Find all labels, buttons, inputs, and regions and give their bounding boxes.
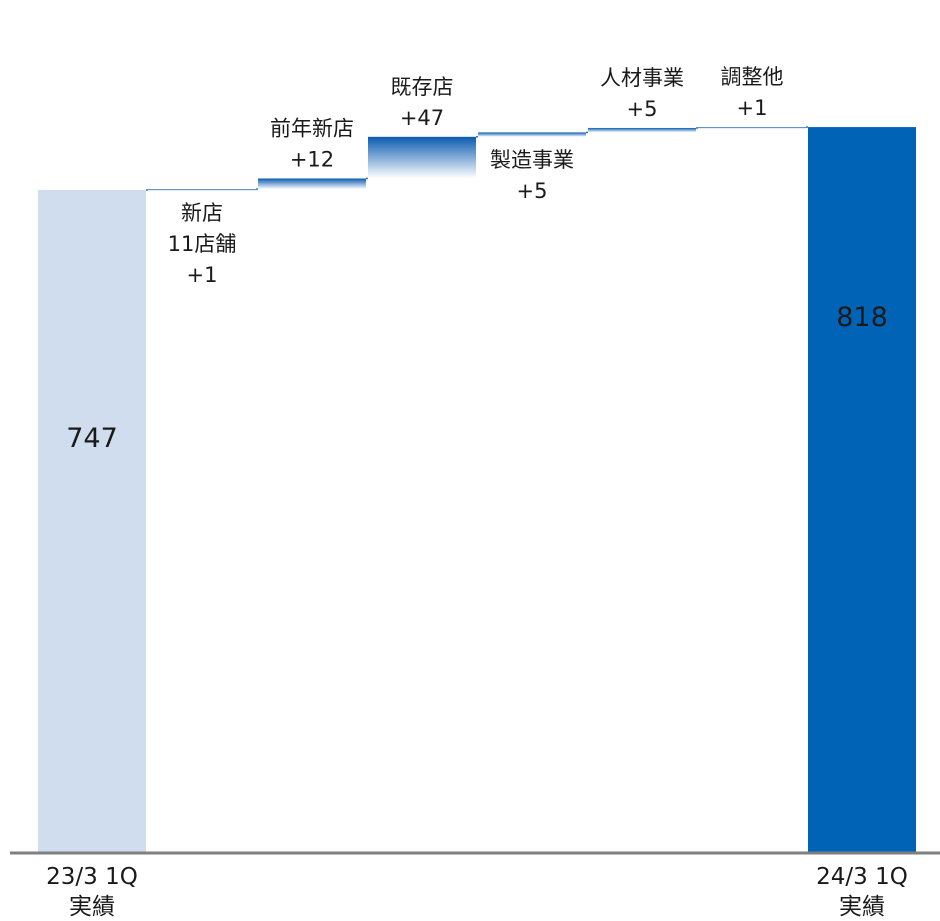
delta-label-5-0: 人材事業 [600, 66, 684, 90]
labels-layer: 747 新店 11店舗 +1 前年新店 +12 既存店 +47 製造事業 +5 人材事業 +5 調整他 +… [66, 65, 888, 454]
end-value-label: 818 [836, 302, 888, 333]
delta-bar-4 [478, 132, 586, 137]
delta-label-3-0: 既存店 [391, 75, 454, 99]
start-total-bar [38, 190, 146, 852]
delta-bar-2 [258, 178, 366, 190]
delta-label-1-0: 新店 [181, 201, 223, 225]
delta-label-3-1: +47 [400, 106, 444, 130]
delta-label-1-1: 11店舗 [168, 232, 237, 256]
bars-layer [38, 127, 916, 852]
delta-label-2-1: +12 [290, 147, 334, 171]
delta-label-1-2: +1 [187, 263, 218, 287]
delta-bar-1 [148, 189, 256, 191]
category-label-7-0: 24/3 1Q [816, 864, 908, 890]
category-label-0-1: 実績 [69, 894, 115, 920]
delta-bar-5 [588, 127, 696, 133]
category-labels: 23/3 1Q 実績 24/3 1Q 実績 [46, 864, 908, 920]
connectors-layer [146, 126, 808, 191]
end-total-bar [808, 127, 916, 852]
delta-label-6-0: 調整他 [721, 65, 784, 89]
delta-bar-3 [368, 136, 476, 179]
delta-label-2-0: 前年新店 [270, 116, 354, 140]
delta-label-4-0: 製造事業 [490, 148, 574, 172]
delta-bar-6 [698, 127, 806, 129]
start-value-label: 747 [66, 423, 118, 454]
delta-label-5-1: +5 [627, 97, 658, 121]
category-label-7-1: 実績 [839, 894, 885, 920]
delta-label-4-1: +5 [517, 179, 548, 203]
delta-label-6-1: +1 [737, 96, 768, 120]
category-label-0-0: 23/3 1Q [46, 864, 138, 890]
